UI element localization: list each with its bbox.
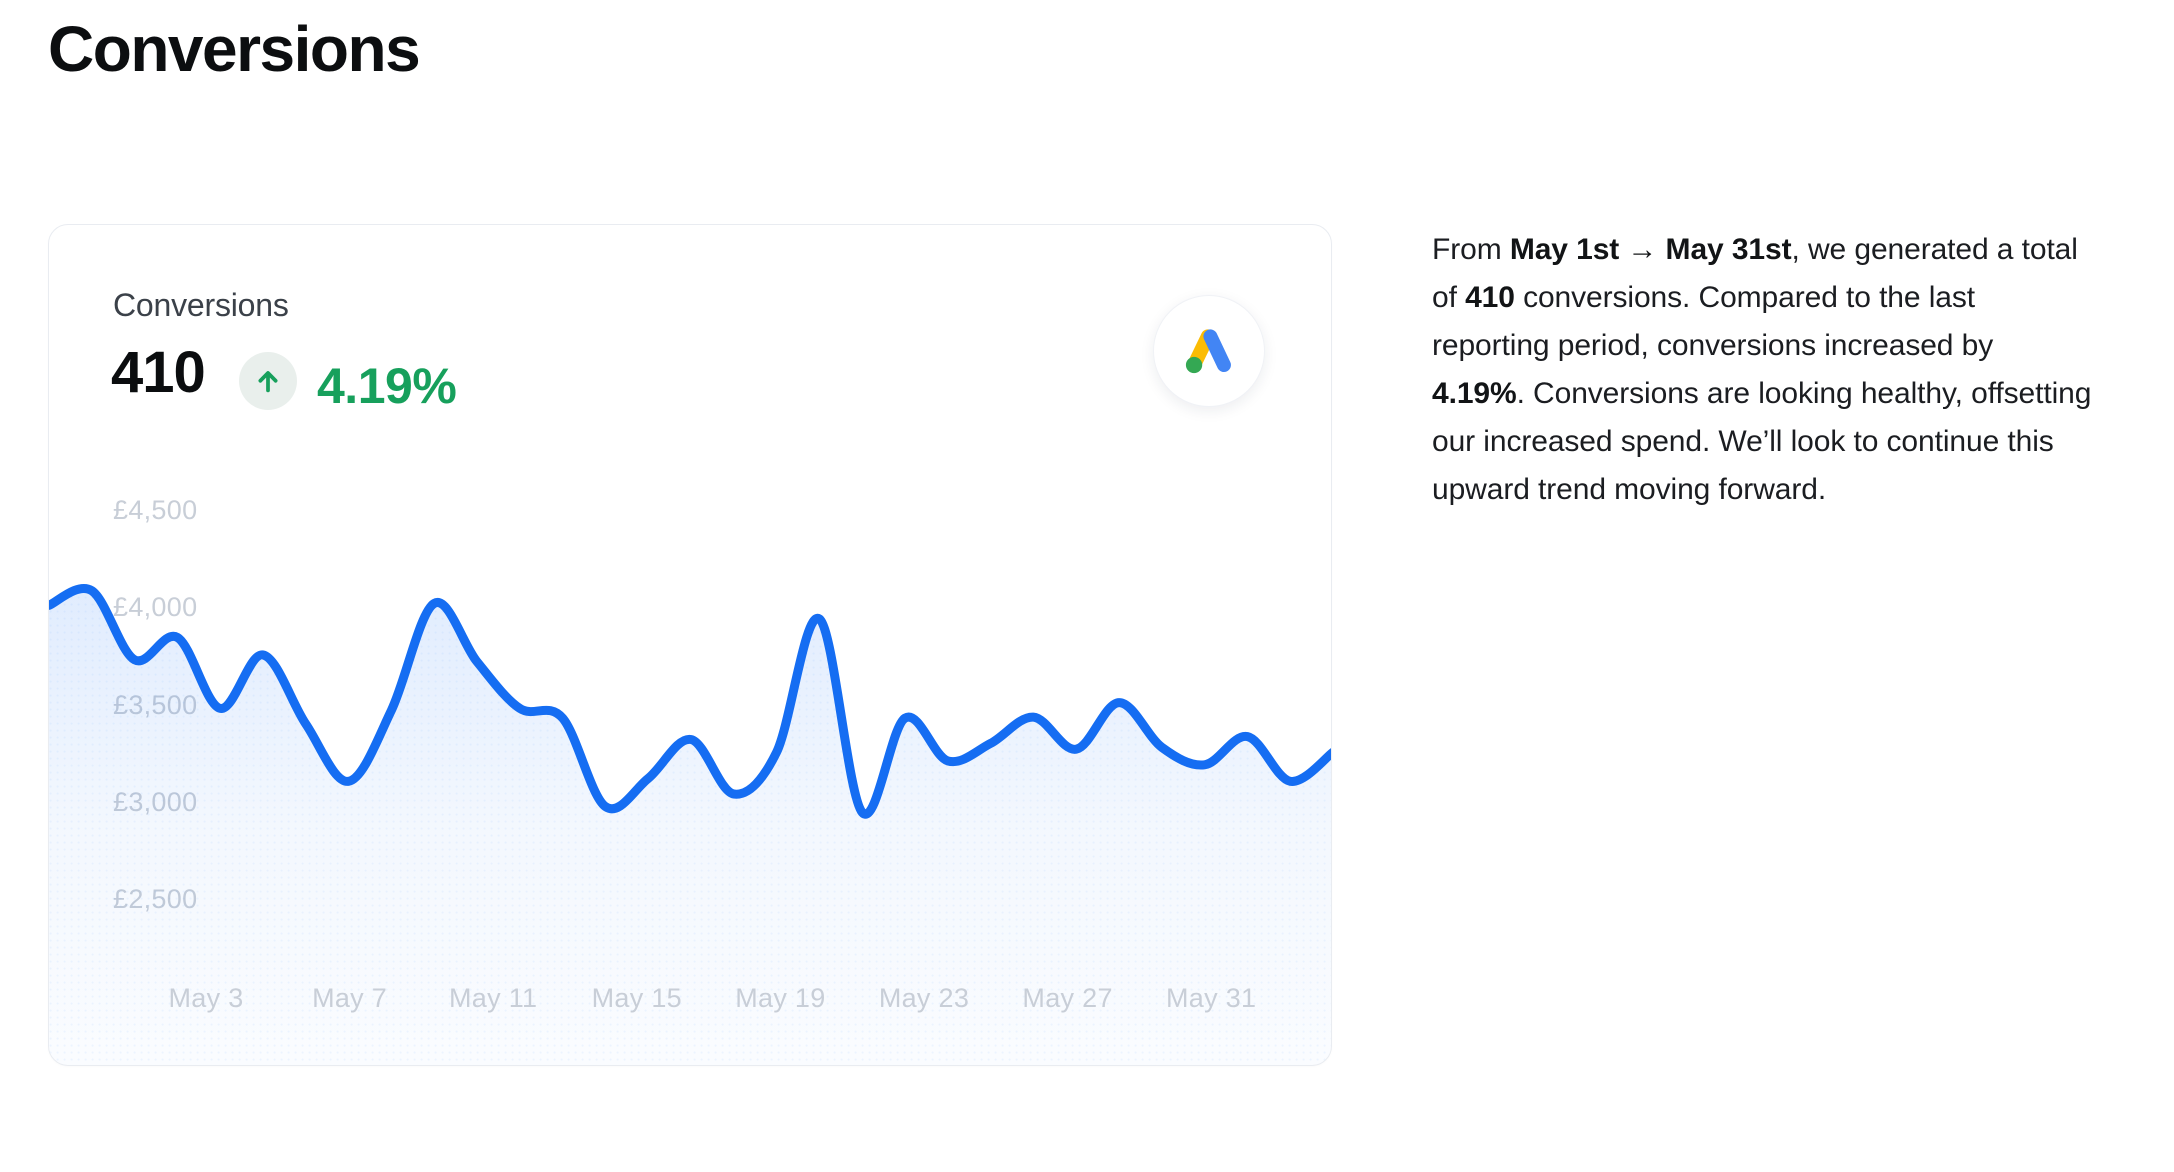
page-title: Conversions — [48, 13, 421, 85]
summary-highlight: 410 — [1465, 281, 1515, 314]
summary-segment: conversions. Compared to the last report… — [1432, 281, 1994, 362]
y-axis-label: £4,000 — [113, 592, 198, 623]
chart-line — [49, 584, 1331, 819]
summary-highlight: May 1st → May 31st — [1509, 233, 1792, 266]
summary-highlight: 4.19% — [1432, 377, 1517, 410]
y-axis-label: £4,500 — [113, 495, 198, 525]
summary-segment: . Conversions are looking healthy, offse… — [1432, 377, 2092, 506]
google-ads-logo — [1185, 329, 1231, 374]
summary-segment: , we generated a total of — [1432, 233, 2078, 314]
metric-value: 410 — [111, 340, 206, 405]
summary-segment: From — [1432, 233, 1510, 266]
summary-text: From May 1st → May 31st, we generated a … — [1432, 226, 2092, 514]
delta-percentage: 4.19% — [317, 358, 457, 414]
arrow-up-icon — [258, 371, 278, 393]
delta-badge — [239, 352, 297, 410]
chart-area-texture — [49, 588, 1331, 1065]
conversions-line-chart — [49, 584, 1331, 1065]
google-ads-icon — [1153, 295, 1265, 407]
conversions-card: £4,500£4,000£3,500£3,000£2,500 May 3May … — [48, 224, 1332, 1066]
card-title: Conversions — [113, 287, 289, 323]
